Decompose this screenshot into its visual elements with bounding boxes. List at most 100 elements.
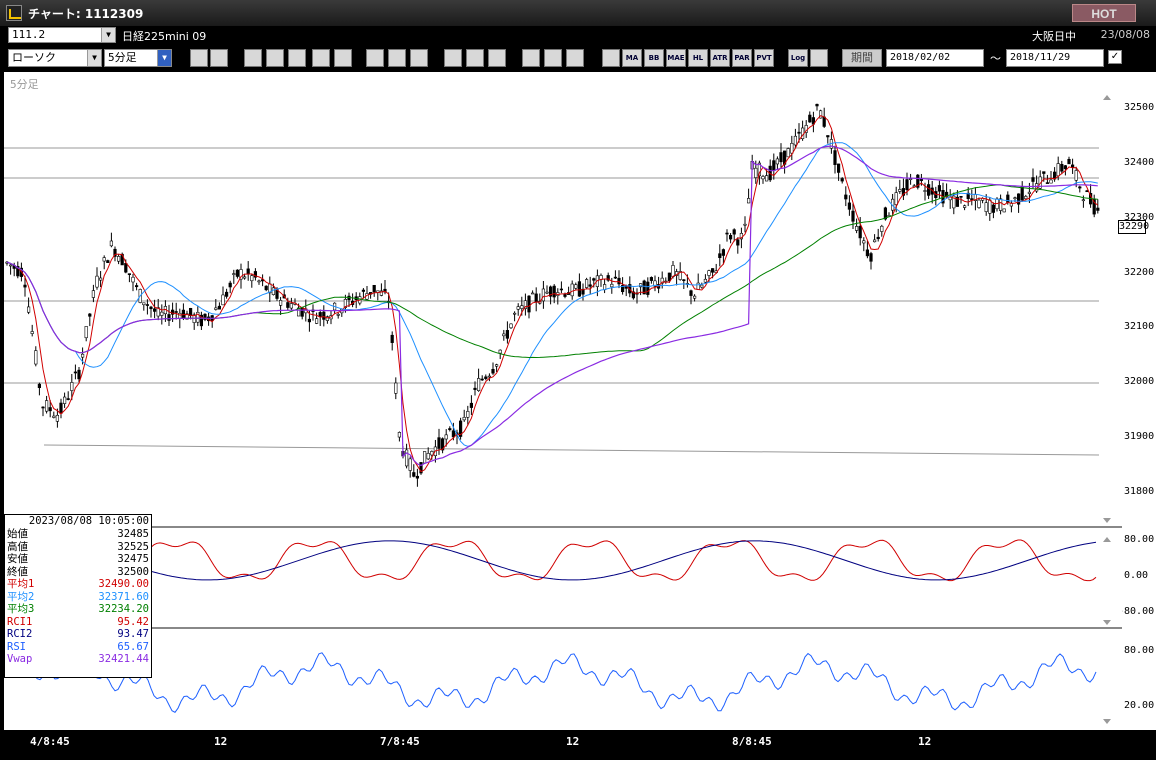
candle-body: [1049, 179, 1053, 184]
indicator-button-mae[interactable]: MAE: [666, 49, 686, 67]
candle-body: [836, 163, 841, 173]
candle-icon[interactable]: [444, 49, 462, 67]
symbol-code-select[interactable]: 111.2 ▼: [8, 27, 116, 43]
chart-app-icon: [6, 5, 22, 21]
scroll-up-icon[interactable]: [1103, 537, 1111, 542]
candle-body: [59, 402, 63, 414]
candle-body: [253, 271, 258, 278]
apply-checkbox[interactable]: ✓: [1108, 50, 1122, 64]
candle-body: [1067, 158, 1071, 165]
candle-body: [469, 402, 474, 408]
candle-body: [509, 323, 513, 329]
candle-body: [844, 194, 848, 200]
candle-body: [271, 287, 276, 295]
candle-body: [991, 204, 995, 213]
pen-icon[interactable]: [366, 49, 384, 67]
chart-canvas[interactable]: 5分足: [4, 72, 1122, 730]
scroll-down-icon[interactable]: [1103, 719, 1111, 724]
candle-body: [977, 199, 981, 208]
end-date-input[interactable]: 2018/11/29: [1006, 49, 1104, 67]
period-button[interactable]: 期間: [842, 49, 882, 67]
tool-icon[interactable]: [544, 49, 562, 67]
candle-body: [70, 382, 74, 391]
chevron-down-icon[interactable]: ▼: [101, 28, 115, 42]
candle-body: [815, 103, 819, 107]
data-row-value: 32421.44: [98, 653, 149, 665]
crosshair-icon[interactable]: [210, 49, 228, 67]
scroll-up-icon[interactable]: [1103, 95, 1111, 100]
data-window-datetime: 2023/08/08 10:05:00: [28, 515, 149, 527]
scroll-down-icon[interactable]: [1103, 518, 1111, 523]
candle-body: [131, 276, 135, 283]
zoom-icon[interactable]: [190, 49, 208, 67]
indicator-button-pvt[interactable]: PVT: [754, 49, 774, 67]
candle-body: [520, 305, 524, 309]
start-date-input[interactable]: 2018/02/02: [886, 49, 984, 67]
candle-body: [710, 268, 715, 273]
indicator-button-atr[interactable]: ATR: [710, 49, 730, 67]
all-icon[interactable]: [488, 49, 506, 67]
candle-body: [232, 273, 236, 275]
undo-icon[interactable]: [410, 49, 428, 67]
magnify-icon[interactable]: [266, 49, 284, 67]
interval-value: 5分足: [108, 51, 137, 64]
indicator-button-par[interactable]: PAR: [732, 49, 752, 67]
candle-body: [692, 295, 697, 299]
indicator-button-bb[interactable]: BB: [644, 49, 664, 67]
candle-body: [109, 240, 113, 247]
candle-body: [797, 131, 801, 134]
candle-body: [458, 420, 463, 437]
data-row: Vwap 32421.44: [5, 653, 151, 666]
split-icon[interactable]: [312, 49, 330, 67]
palette-icon[interactable]: [566, 49, 584, 67]
chevron-down-icon[interactable]: ▼: [157, 50, 171, 66]
candle-body: [127, 273, 131, 275]
candle-body: [494, 364, 499, 367]
chart-type-value: ローソク: [12, 51, 56, 64]
time-tick-label: 12: [918, 735, 931, 748]
candle-body: [264, 285, 268, 291]
candle-body: [880, 225, 884, 232]
indicator-button-log[interactable]: Log: [788, 49, 808, 67]
scroll-down-icon[interactable]: [1103, 620, 1111, 625]
data-row-label: RCI1: [7, 615, 33, 628]
candle-icon[interactable]: [466, 49, 484, 67]
candle-body: [527, 295, 531, 313]
pointer-icon[interactable]: [388, 49, 406, 67]
candle-body: [88, 313, 92, 317]
hot-button[interactable]: HOT: [1072, 4, 1136, 22]
chart-svg: 5分足: [4, 78, 1122, 724]
candle-body: [1042, 171, 1046, 174]
indicator-button-ma[interactable]: MA: [622, 49, 642, 67]
layout-icon[interactable]: [810, 49, 828, 67]
horizontal-line[interactable]: [43, 444, 1100, 456]
candle-body: [426, 453, 430, 460]
data-row: 平均2 32371.60: [5, 591, 151, 604]
interval-label: 5分足: [10, 78, 39, 91]
chevron-down-icon[interactable]: ▼: [87, 50, 101, 66]
candle-body: [1071, 164, 1075, 168]
chart-type-select[interactable]: ローソク ▼: [8, 49, 102, 67]
table-icon[interactable]: [602, 49, 620, 67]
candle-body: [926, 184, 931, 196]
trend-icon[interactable]: [244, 49, 262, 67]
candle-body: [772, 160, 776, 171]
candle-body: [448, 428, 452, 431]
candle-body: [23, 284, 27, 288]
indicator-button-hl[interactable]: HL: [688, 49, 708, 67]
candle-body: [988, 199, 992, 214]
grid-icon[interactable]: [288, 49, 306, 67]
candle-body: [77, 369, 81, 380]
settings-icon[interactable]: [522, 49, 540, 67]
candle-body: [415, 475, 420, 479]
candle-body: [124, 263, 128, 273]
data-row-value: 65.67: [117, 640, 149, 653]
candle-body: [404, 449, 409, 467]
candle-body: [225, 291, 229, 297]
candle-body: [923, 190, 927, 192]
interval-select[interactable]: 5分足 ▼: [104, 49, 172, 67]
lock-icon[interactable]: [334, 49, 352, 67]
candle-body: [484, 376, 488, 379]
price-tick-label: 32000: [1124, 376, 1154, 387]
candle-body: [746, 198, 751, 204]
